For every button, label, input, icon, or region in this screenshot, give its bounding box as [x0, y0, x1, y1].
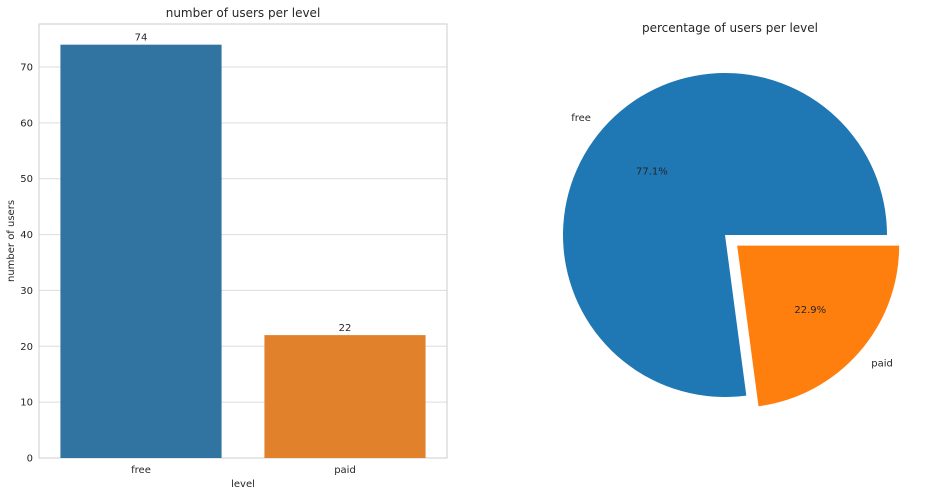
bar-chart-y-axis-label: number of users: [6, 200, 17, 282]
bar-chart-y-tick-label: 40: [20, 230, 33, 241]
bar-chart-y-tick-label: 10: [20, 398, 33, 409]
bar-chart-x-axis-label: level: [231, 479, 255, 490]
bar-chart-x-ticks: free paid: [131, 465, 356, 476]
bar-chart-y-tick-label: 20: [20, 342, 33, 353]
pie-chart: percentage of users per level free 77.1% p…: [563, 21, 900, 407]
bar-chart-y-ticks: 0 10 20 30 40 50 60 70: [20, 63, 33, 465]
bar-value-label-free: 74: [135, 33, 148, 44]
bar-chart-plot-frame: [38, 23, 448, 459]
bar-free: [60, 44, 222, 459]
pie-chart-title: percentage of users per level: [642, 21, 818, 35]
pie-slice-paid: [737, 245, 900, 407]
pie-percent-label-paid: 22.9%: [794, 305, 826, 316]
pie-chart-slices: free 77.1% paid 22.9%: [563, 72, 900, 407]
bar-chart-x-tick-label-free: free: [131, 465, 151, 476]
bar-chart-bars: 74 22: [60, 33, 426, 459]
bar-chart-x-tick-label-paid: paid: [334, 465, 356, 476]
bar-chart-y-tick-label: 60: [20, 118, 33, 129]
pie-slice-free: [563, 72, 887, 397]
bar-chart: number of users per level 0 10 20 30 40 50 60 7…: [6, 6, 448, 490]
bar-value-label-paid: 22: [339, 323, 352, 334]
bar-chart-y-tick-label: 0: [27, 454, 33, 465]
pie-label-paid: paid: [871, 359, 893, 370]
bar-chart-y-tick-label: 70: [20, 63, 33, 74]
pie-label-free: free: [571, 113, 591, 124]
bar-chart-y-tick-label: 50: [20, 174, 33, 185]
pie-percent-label-free: 77.1%: [636, 166, 668, 177]
bar-chart-y-tick-label: 30: [20, 286, 33, 297]
bar-paid: [264, 335, 426, 458]
bar-chart-title: number of users per level: [166, 6, 321, 20]
